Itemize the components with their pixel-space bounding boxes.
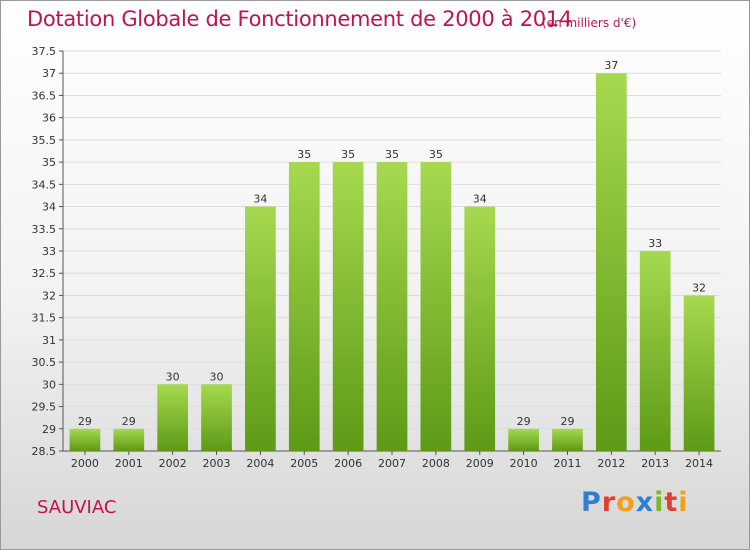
- chart-unit: (en milliers d'€): [542, 16, 637, 30]
- x-tick-label: 2003: [203, 457, 231, 470]
- y-tick-label: 35.5: [32, 134, 57, 147]
- logo-letter: o: [616, 487, 636, 518]
- y-tick-label: 36.5: [32, 89, 57, 102]
- y-tick-label: 32: [42, 289, 56, 302]
- y-tick-label: 33: [42, 245, 56, 258]
- bar-2002: [157, 384, 189, 451]
- x-tick-label: 2006: [334, 457, 362, 470]
- bar-2003: [201, 384, 232, 451]
- bar-2011: [552, 428, 583, 451]
- logo-letter: r: [601, 487, 617, 518]
- value-label: 29: [517, 415, 531, 428]
- proxiti-logo[interactable]: Proxiti: [581, 487, 689, 518]
- y-tick-label: 29.5: [32, 401, 57, 414]
- logo-letter: i: [654, 487, 665, 518]
- x-tick-label: 2014: [685, 457, 713, 470]
- x-tick-label: 2007: [378, 457, 406, 470]
- y-tick-label: 35: [42, 156, 56, 169]
- logo-letter: t: [664, 487, 679, 518]
- x-tick-label: 2001: [115, 457, 143, 470]
- x-tick-label: 2000: [71, 457, 99, 470]
- bar-2000: [69, 428, 101, 451]
- y-tick-label: 36: [42, 112, 56, 125]
- x-tick-label: 2012: [597, 457, 625, 470]
- bar-2005: [288, 162, 320, 451]
- bar-2006: [332, 162, 364, 451]
- y-tick-label: 31: [42, 334, 56, 347]
- bar-2012: [595, 73, 627, 451]
- value-label: 33: [648, 237, 662, 250]
- town-name: SAUVIAC: [37, 497, 117, 518]
- bar-2014: [683, 295, 715, 451]
- value-label: 29: [78, 415, 92, 428]
- x-tick-label: 2013: [641, 457, 669, 470]
- y-tick-label: 34: [42, 201, 56, 214]
- value-label: 35: [385, 148, 399, 161]
- value-label: 34: [253, 193, 267, 206]
- bar-2007: [376, 162, 408, 451]
- logo-letter: x: [635, 487, 655, 518]
- value-label: 35: [297, 148, 311, 161]
- y-tick-label: 30: [42, 378, 56, 391]
- y-tick-label: 30.5: [32, 356, 57, 369]
- bar-2013: [639, 251, 671, 451]
- chart-title: Dotation Globale de Fonctionnement de 20…: [27, 7, 572, 31]
- value-label: 29: [122, 415, 136, 428]
- y-tick-label: 28.5: [32, 445, 57, 458]
- value-label: 29: [560, 415, 574, 428]
- x-tick-label: 2008: [422, 457, 450, 470]
- y-tick-label: 31.5: [32, 312, 57, 325]
- value-label: 35: [341, 148, 355, 161]
- bar-2009: [464, 206, 496, 451]
- value-label: 30: [166, 370, 180, 383]
- y-tick-label: 32.5: [32, 267, 57, 280]
- y-tick-label: 29: [42, 423, 56, 436]
- x-tick-label: 2009: [466, 457, 494, 470]
- value-label: 30: [210, 370, 224, 383]
- x-tick-label: 2011: [553, 457, 581, 470]
- bar-2008: [420, 162, 452, 451]
- x-tick-label: 2002: [159, 457, 187, 470]
- logo-letter: i: [678, 487, 689, 518]
- value-label: 32: [692, 281, 706, 294]
- value-label: 35: [429, 148, 443, 161]
- x-tick-label: 2005: [290, 457, 318, 470]
- y-tick-label: 37: [42, 67, 56, 80]
- bars: [69, 73, 715, 451]
- value-label: 37: [604, 59, 618, 72]
- y-tick-label: 37.5: [32, 45, 57, 58]
- bar-2004: [245, 206, 276, 451]
- value-labels: 29 29 30 30 34 35 35 35 35 34 29 29 37 33 32: [78, 59, 706, 428]
- y-axis-ticks: 28.5 29 29.5 30 30.5 31 31.5 32 32.5 33 33.5 34 34.5…: [32, 45, 63, 458]
- value-label: 34: [473, 193, 487, 206]
- bar-2001: [113, 428, 145, 451]
- logo-letter: P: [581, 487, 602, 518]
- x-tick-label: 2004: [246, 457, 274, 470]
- y-tick-label: 34.5: [32, 178, 57, 191]
- bar-2010: [508, 428, 539, 451]
- x-tick-label: 2010: [510, 457, 538, 470]
- x-axis-ticks: 2000 2001 2002 2003 2004 2005 2006 2007 2008 2009…: [71, 451, 713, 470]
- y-tick-label: 33.5: [32, 223, 57, 236]
